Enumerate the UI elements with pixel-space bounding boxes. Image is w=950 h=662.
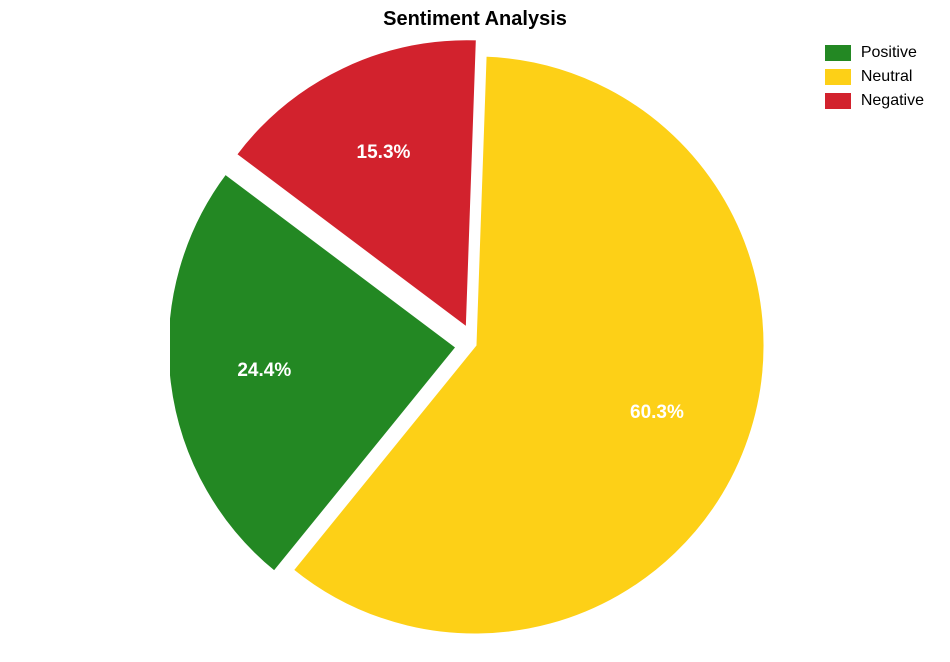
legend: Positive Neutral Negative xyxy=(825,44,924,110)
legend-item-positive: Positive xyxy=(825,44,924,62)
legend-item-negative: Negative xyxy=(825,92,924,110)
legend-swatch-negative xyxy=(825,93,851,109)
slice-label-neutral: 60.3% xyxy=(630,402,684,424)
sentiment-pie-chart: Sentiment Analysis Positive Neutral Nega… xyxy=(0,0,950,662)
pie-svg xyxy=(170,40,780,650)
legend-label-positive: Positive xyxy=(861,44,917,62)
legend-item-neutral: Neutral xyxy=(825,68,924,86)
slice-label-negative: 15.3% xyxy=(357,142,411,164)
chart-title: Sentiment Analysis xyxy=(0,8,950,31)
pie-area xyxy=(170,40,780,650)
legend-swatch-neutral xyxy=(825,69,851,85)
slice-label-positive: 24.4% xyxy=(237,360,291,382)
legend-label-negative: Negative xyxy=(861,92,924,110)
legend-swatch-positive xyxy=(825,45,851,61)
legend-label-neutral: Neutral xyxy=(861,68,913,86)
